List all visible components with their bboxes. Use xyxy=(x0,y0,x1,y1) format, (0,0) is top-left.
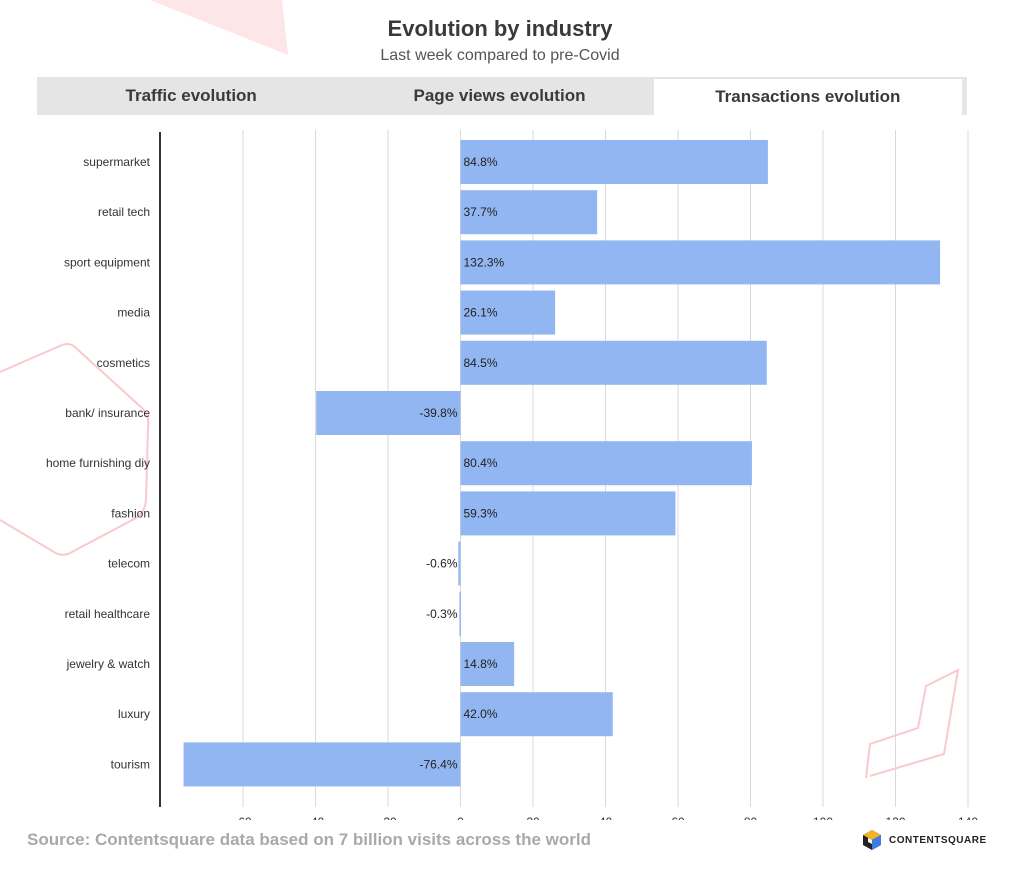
data-label: 14.8% xyxy=(464,657,498,671)
bar xyxy=(460,240,941,285)
bar xyxy=(459,591,461,636)
data-label: 84.8% xyxy=(464,155,498,169)
tab-transactions-evolution[interactable]: Transactions evolution xyxy=(653,79,965,115)
brand-name: CONTENTSQUARE xyxy=(889,834,987,846)
category-label: tourism xyxy=(111,757,150,771)
category-label: retail healthcare xyxy=(65,607,151,621)
data-label: -39.8% xyxy=(419,406,457,420)
data-label: -76.4% xyxy=(419,757,457,771)
brand-logo: CONTENTSQUARE xyxy=(861,829,987,851)
bar-chart: -60 -40 -20 0 20 40 60 80 100 120 140 supermarket 84… xyxy=(46,130,978,820)
category-label: retail tech xyxy=(98,205,150,219)
bar xyxy=(460,491,676,536)
bar xyxy=(460,692,613,737)
data-label: -0.3% xyxy=(426,607,458,621)
data-label: -0.6% xyxy=(426,557,458,571)
chart-title: Evolution by industry xyxy=(387,16,613,41)
category-label: media xyxy=(117,306,150,320)
x-tick-label: -20 xyxy=(379,815,397,820)
category-label: luxury xyxy=(118,707,150,721)
bar xyxy=(316,391,461,435)
x-tick-label: 120 xyxy=(885,815,905,820)
data-label: 84.5% xyxy=(464,356,498,370)
tab-bar: Traffic evolution Page views evolution T… xyxy=(37,77,967,115)
bar xyxy=(460,140,768,184)
data-label: 59.3% xyxy=(464,506,498,520)
tab-page-views-evolution[interactable]: Page views evolution xyxy=(413,86,586,105)
x-tick-label: 80 xyxy=(744,815,758,820)
category-label: bank/ insurance xyxy=(65,406,150,420)
category-label: telecom xyxy=(108,557,150,571)
category-label: cosmetics xyxy=(97,356,150,370)
x-tick-label: 140 xyxy=(958,815,978,820)
x-tick-label: -40 xyxy=(307,815,325,820)
x-tick-label: 60 xyxy=(671,815,685,820)
contentsquare-logo-icon xyxy=(863,830,881,850)
category-label: sport equipment xyxy=(64,255,151,269)
bar xyxy=(458,541,461,586)
data-label: 26.1% xyxy=(464,306,498,320)
bar xyxy=(460,441,752,486)
source-note: Source: Contentsquare data based on 7 bi… xyxy=(27,830,591,849)
category-label: supermarket xyxy=(83,155,150,169)
bar xyxy=(460,642,515,686)
bar xyxy=(460,340,767,385)
chart-subtitle: Last week compared to pre-Covid xyxy=(380,47,620,64)
data-label: 80.4% xyxy=(464,456,498,470)
category-label: home furnishing diy xyxy=(46,456,150,470)
x-tick-label: 0 xyxy=(457,815,464,820)
bar xyxy=(460,290,556,335)
x-tick-label: 20 xyxy=(526,815,540,820)
x-tick-label: 40 xyxy=(599,815,613,820)
bar xyxy=(183,742,461,787)
category-label: jewelry & watch xyxy=(66,657,150,671)
x-tick-label: -60 xyxy=(234,815,252,820)
category-label: fashion xyxy=(111,506,150,520)
x-tick-label: 100 xyxy=(813,815,833,820)
data-label: 42.0% xyxy=(464,707,498,721)
data-label: 37.7% xyxy=(464,205,498,219)
data-label: 132.3% xyxy=(464,255,505,269)
bar xyxy=(460,190,598,235)
tab-traffic-evolution[interactable]: Traffic evolution xyxy=(125,86,257,105)
